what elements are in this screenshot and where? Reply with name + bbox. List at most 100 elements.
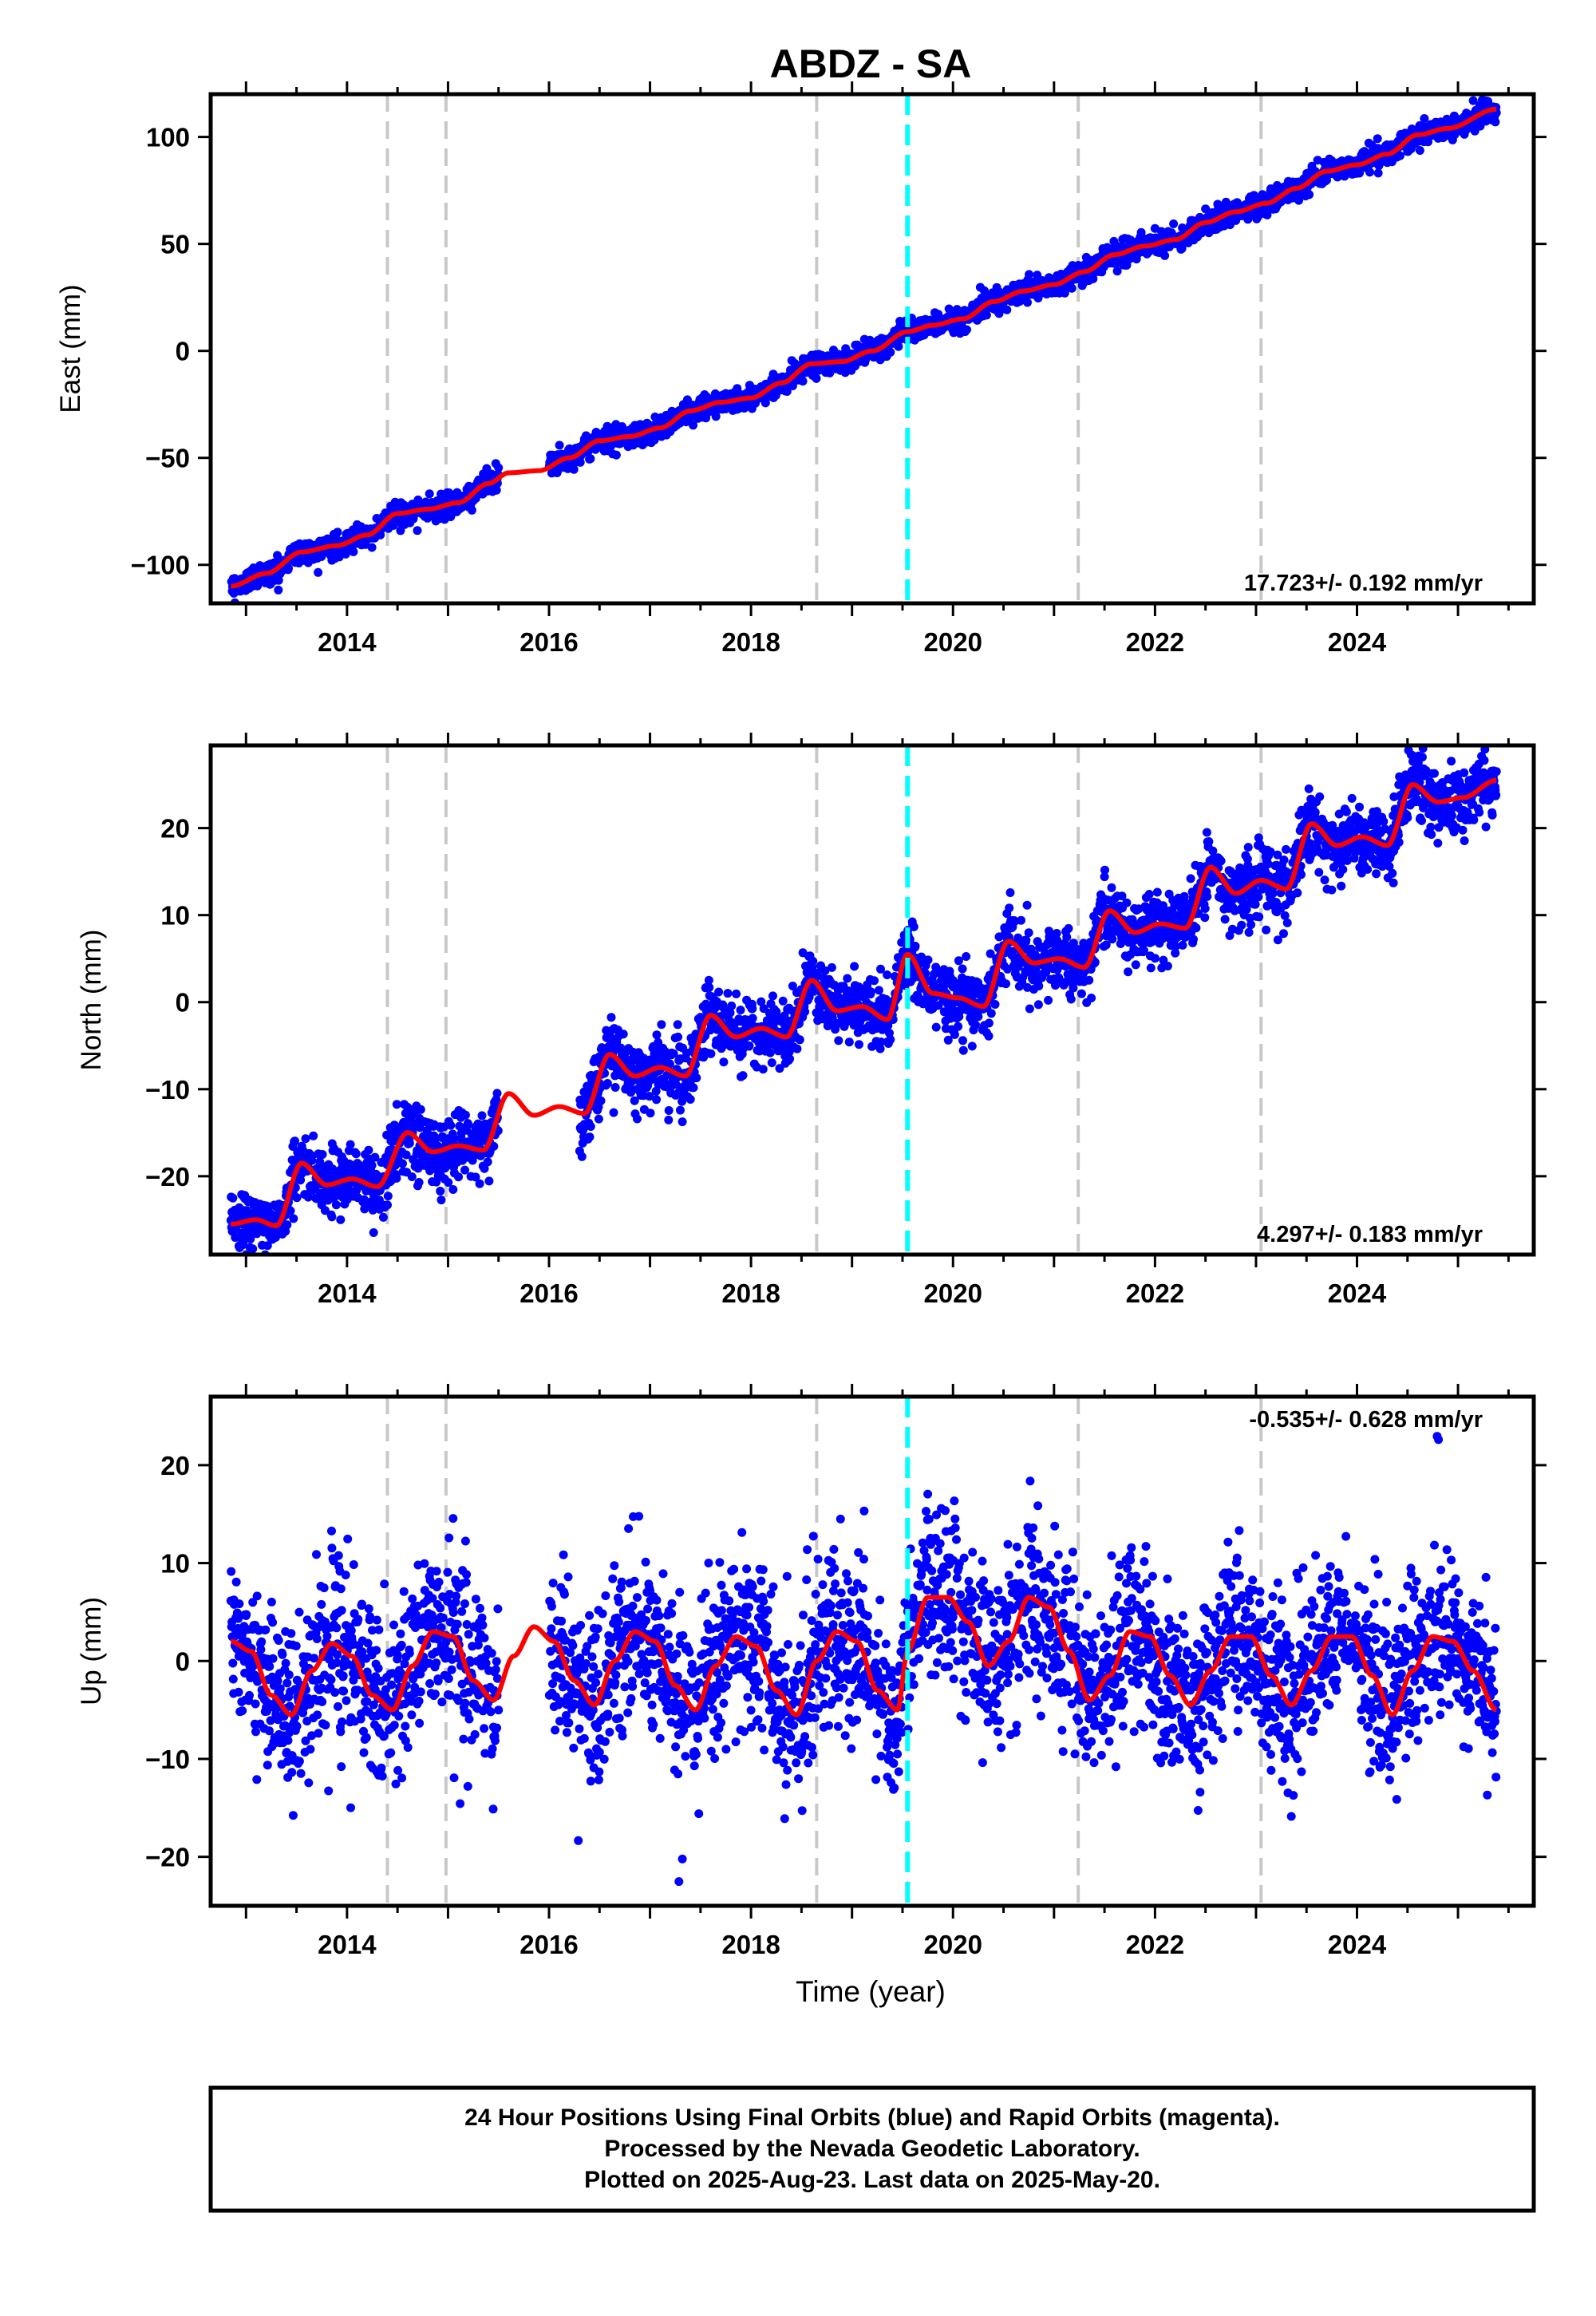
east-position-point (982, 310, 991, 320)
north-position-point (594, 1114, 603, 1124)
north-position-point (706, 1049, 716, 1058)
east-x-tick-label: 2020 (924, 627, 982, 657)
north-position-point (248, 1244, 258, 1254)
north-position-point (748, 1004, 757, 1014)
north-position-point (855, 1040, 863, 1049)
east-x-tick-label: 2018 (721, 627, 780, 657)
north-position-point (874, 986, 883, 995)
north-position-point (778, 996, 788, 1006)
north-position-point (923, 955, 933, 965)
north-position-point (331, 1200, 341, 1210)
north-position-point (446, 1120, 456, 1130)
east-x-tick-label: 2016 (519, 627, 578, 657)
east-position-point (1112, 267, 1122, 276)
east-y-tick-label: 0 (176, 337, 190, 366)
north-position-point (931, 1022, 941, 1032)
north-position-point (738, 1071, 748, 1081)
east-position-point (467, 505, 476, 515)
north-position-point (327, 1212, 337, 1222)
north-position-point (606, 1013, 616, 1022)
north-position-point (383, 1192, 393, 1201)
east-position-point (494, 463, 504, 472)
east-position-point (611, 450, 621, 460)
north-position-point (290, 1136, 299, 1146)
east-position-point (1396, 151, 1404, 160)
north-position-point (602, 1079, 612, 1088)
north-position-point (808, 956, 818, 966)
east-position-point (569, 464, 579, 474)
north-position-point (886, 1035, 895, 1045)
east-y-tick-label: 100 (146, 123, 190, 152)
east-position-point (1373, 134, 1382, 144)
east-position-point (980, 286, 989, 295)
north-position-point (748, 1014, 757, 1023)
east-position-point (1023, 298, 1032, 307)
north-position-point (909, 922, 918, 931)
north-position-point (228, 1193, 238, 1203)
north-position-point (692, 1073, 701, 1083)
north-position-point (767, 1058, 776, 1068)
north-position-point (736, 1006, 745, 1015)
chart-title: ABDZ - SA (770, 41, 972, 86)
north-position-point (758, 1065, 768, 1074)
east-position-point (425, 489, 434, 499)
north-position-point (673, 1020, 682, 1030)
north-position-point (745, 1041, 754, 1050)
north-position-point (732, 989, 741, 998)
north-position-point (318, 1150, 327, 1159)
north-position-point (911, 942, 920, 951)
north-position-point (967, 1041, 977, 1051)
east-position-point (782, 387, 792, 396)
north-position-point (652, 1030, 662, 1040)
north-position-point (309, 1131, 318, 1140)
east-position-point (886, 347, 895, 357)
north-position-point (301, 1134, 310, 1144)
north-position-point (414, 1178, 424, 1187)
north-position-point (705, 982, 714, 992)
east-position-point (798, 377, 808, 386)
north-position-point (618, 1030, 628, 1039)
north-position-point (346, 1140, 355, 1149)
north-position-point (454, 1172, 463, 1182)
east-position-point (413, 526, 422, 536)
north-position-point (866, 987, 875, 997)
north-position-point (850, 962, 859, 971)
north-position-point (336, 1215, 346, 1224)
north-position-point (765, 1048, 775, 1057)
north-position-point (843, 974, 852, 983)
north-position-point (958, 964, 967, 974)
east-position-point (689, 421, 698, 430)
north-position-point (398, 1159, 407, 1168)
east-position-point (1491, 117, 1500, 127)
north-position-point (844, 1037, 854, 1047)
north-position-point (586, 1122, 595, 1131)
north-position-point (674, 1032, 683, 1041)
north-position-point (685, 1095, 695, 1104)
east-position-point (1025, 270, 1034, 279)
north-position-point (633, 1114, 642, 1124)
north-position-point (367, 1160, 377, 1170)
north-position-point (954, 956, 963, 966)
north-position-point (492, 1089, 502, 1098)
north-position-point (719, 1057, 729, 1067)
north-position-point (407, 1172, 417, 1181)
east-plot-area (227, 94, 1501, 603)
east-position-point (1373, 168, 1383, 178)
north-position-point (657, 1020, 666, 1030)
north-position-point (792, 1044, 802, 1053)
east-position-point (349, 547, 358, 556)
north-position-point (436, 1187, 445, 1196)
north-position-point (950, 1030, 959, 1039)
east-position-point (284, 563, 293, 573)
north-position-point (292, 1193, 302, 1203)
north-position-point (378, 1212, 388, 1222)
east-y-tick-label: 50 (160, 230, 190, 259)
north-position-point (405, 1139, 414, 1148)
east-position-point (812, 373, 821, 383)
east-position-point (1088, 274, 1098, 283)
east-position-point (1305, 190, 1314, 200)
north-position-point (369, 1228, 378, 1237)
north-position-point (416, 1105, 425, 1114)
north-position-point (475, 1179, 484, 1188)
